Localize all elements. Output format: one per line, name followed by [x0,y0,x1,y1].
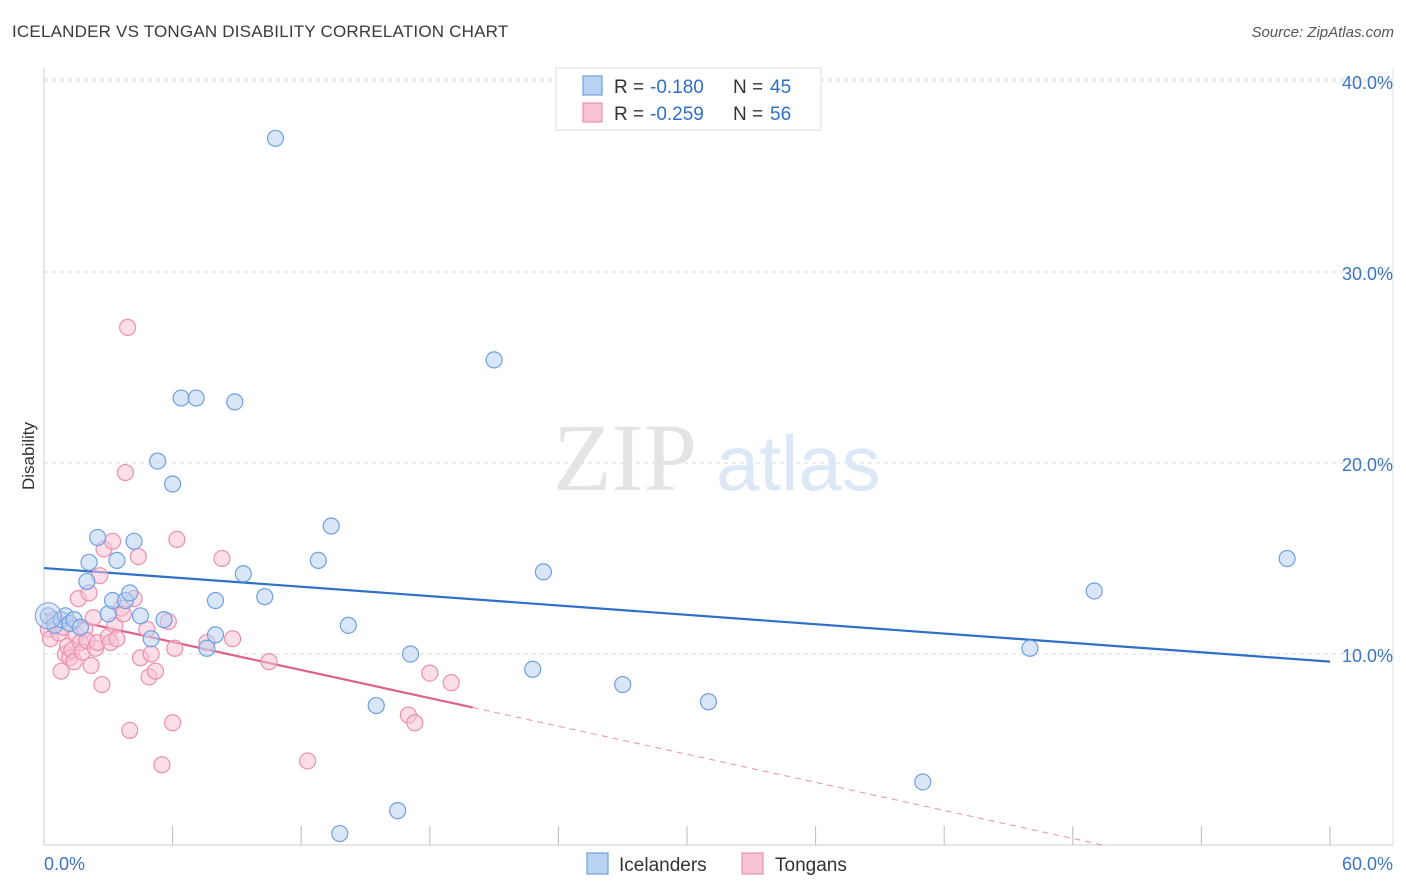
point-icelanders-33 [339,616,357,634]
point-tongans-54 [421,664,439,682]
x-tick-label-60: 60.0% [1342,854,1393,874]
point-icelanders-43 [1021,639,1039,657]
legend-n-value-2: 56 [770,104,791,125]
point-icelanders-27 [234,565,252,583]
point-icelanders-cluster [34,602,62,630]
point-icelanders-42 [914,773,932,791]
y-tick-label-20: 20.0% [1342,455,1393,475]
point-tongans-48 [213,549,231,568]
point-icelanders-21 [172,389,190,407]
points-layer [34,129,1296,843]
point-tongans-32 [116,463,135,482]
point-icelanders-31 [322,517,340,535]
watermark-atlas: atlas [716,419,881,507]
watermark-zip: ZIP [553,404,697,511]
point-tongans-33 [118,318,137,336]
point-icelanders-6 [71,618,90,636]
point-tongans-40 [142,645,160,663]
point-icelanders-15 [125,532,143,550]
point-tongans-49 [224,630,242,648]
point-icelanders-38 [524,660,542,678]
series-legend: Icelanders Tongans [586,852,847,876]
watermark: ZIP atlas [553,404,881,511]
axes-layer: 10.0% 20.0% 30.0% 40.0% 0.0% 60.0% [43,68,1394,874]
y-tick-label-30: 30.0% [1342,264,1393,284]
trendline-icelanders [43,566,1331,663]
y-tick-label-40: 40.0% [1342,73,1393,93]
point-icelanders-36 [401,645,420,663]
point-icelanders-22 [187,389,205,407]
point-icelanders-18 [148,452,167,470]
point-icelanders-23 [206,626,225,644]
source-label: Source: ZipAtlas.com [1251,24,1394,41]
point-icelanders-19 [164,475,182,493]
point-tongans-36 [129,547,147,566]
point-icelanders-34 [367,696,385,715]
bottom-legend-swatch-icelanders [586,852,609,875]
trend-layer [43,566,1331,846]
point-icelanders-9 [88,528,107,547]
point-icelanders-39 [534,563,552,581]
point-icelanders-26 [226,393,244,411]
point-icelanders-16 [131,607,150,625]
legend-swatch-icelanders [582,75,603,96]
point-tongans-45 [166,639,184,657]
point-tongans-23 [93,675,111,694]
point-icelanders-45 [1278,549,1296,568]
point-tongans-29 [108,630,126,648]
point-tongans-44 [164,714,182,732]
y-tick-label-10: 10.0% [1342,646,1393,666]
point-icelanders-44 [1085,582,1103,600]
legend-n-label-1: N = [733,77,763,98]
point-tongans-41 [146,662,165,680]
legend-swatch-tongans [582,102,603,123]
legend-r-value-2: -0.259 [650,104,704,125]
point-icelanders-25 [206,591,225,610]
point-icelanders-30 [309,551,327,570]
point-icelanders-20 [155,611,173,629]
point-icelanders-12 [108,551,126,570]
point-icelanders-32 [331,824,349,843]
legend-r-value-1: -0.180 [650,77,704,98]
point-icelanders-29 [266,129,285,147]
bottom-legend-icelanders: Icelanders [619,855,707,876]
point-icelanders-7 [78,572,96,591]
point-icelanders-17 [142,630,160,648]
y-axis-label: Disability [19,421,38,490]
point-icelanders-8 [80,553,98,571]
point-tongans-46 [168,530,186,549]
point-icelanders-35 [389,802,407,820]
point-icelanders-28 [256,588,274,606]
legend-r-label-2: R = [614,104,644,125]
point-tongans-4 [52,662,70,680]
stats-legend: R = -0.180 N = 45 R = -0.259 N = 56 [555,67,822,131]
point-icelanders-37 [485,351,503,369]
point-tongans-55 [442,674,460,692]
point-tongans-42 [153,756,171,774]
point-tongans-18 [82,656,100,675]
point-tongans-27 [103,532,122,550]
point-tongans-34 [121,721,139,740]
point-tongans-53 [406,714,424,732]
chart-title: ICELANDER VS TONGAN DISABILITY CORRELATI… [12,22,509,41]
point-icelanders-41 [699,693,718,711]
x-tick-label-0: 0.0% [44,854,85,874]
point-tongans-50 [260,653,278,671]
point-icelanders-14 [121,584,139,602]
point-tongans-51 [299,752,317,770]
bottom-legend-tongans: Tongans [775,855,847,876]
point-icelanders-24 [198,639,216,657]
legend-n-label-2: N = [733,104,763,125]
bottom-legend-swatch-tongans [741,852,764,875]
legend-r-label-1: R = [614,77,644,98]
trendline-dashed-tongans [472,706,1103,846]
legend-n-value-1: 45 [770,77,791,98]
point-icelanders-40 [614,675,632,694]
